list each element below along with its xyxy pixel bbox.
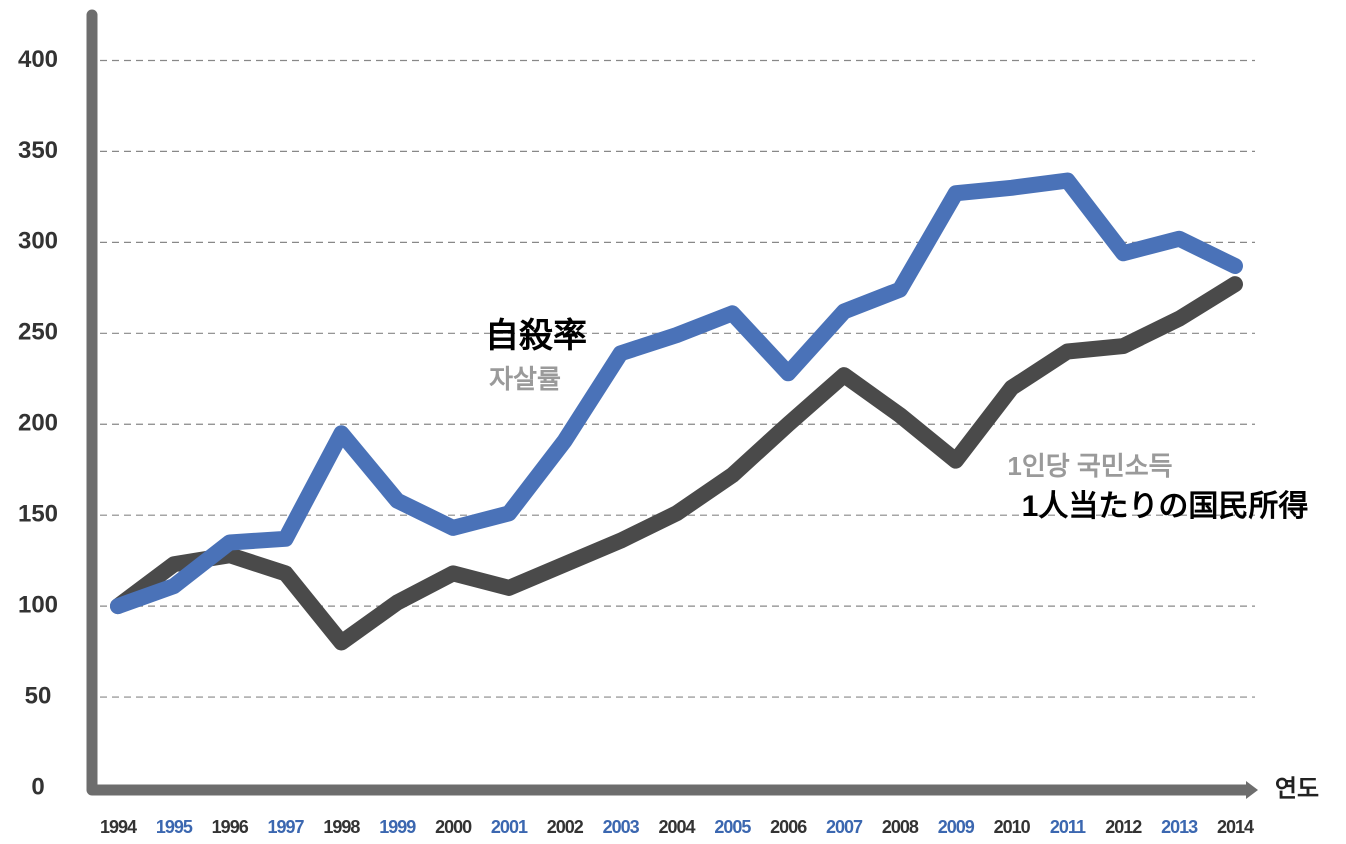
x-tick-label: 2012: [1105, 817, 1142, 837]
annotation: 1人当たりの国民所得: [1022, 490, 1309, 523]
x-tick-label: 2006: [770, 817, 807, 837]
x-tick-label: 1996: [212, 817, 249, 837]
lines: [110, 172, 1243, 651]
x-axis-arrow: [1246, 781, 1258, 799]
y-tick-label: 350: [18, 137, 58, 164]
series-label: 자살률: [489, 364, 561, 394]
x-tick-label: 2008: [882, 817, 919, 837]
x-tick-label: 2005: [714, 817, 751, 837]
x-tick-label: 2000: [435, 817, 472, 837]
x-tick-label: 2009: [938, 817, 975, 837]
x-tick-label: 2004: [658, 817, 695, 837]
x-tick-label: 2014: [1217, 817, 1254, 837]
x-tick-label: 2010: [994, 817, 1031, 837]
x-tick-label: 1999: [379, 817, 416, 837]
x-tick-label: 2002: [547, 817, 584, 837]
x-tick-label: 1995: [156, 817, 193, 837]
x-tick-label: 1994: [100, 817, 137, 837]
y-tick-label: 250: [18, 319, 58, 346]
annotation: 自殺率: [485, 317, 587, 355]
x-tick-label: 2003: [603, 817, 640, 837]
y-tick-label: 50: [25, 682, 52, 709]
y-tick-label: 400: [18, 46, 58, 73]
x-tick-label: 1998: [323, 817, 360, 837]
x-tick-label: 2007: [826, 817, 863, 837]
y-tick-label: 150: [18, 501, 58, 528]
x-axis-label: 연도: [1275, 775, 1319, 802]
series-label: 1인당 국민소득: [1007, 451, 1172, 481]
grid: [100, 59, 1255, 698]
y-tick-label: 200: [18, 410, 58, 437]
y-tick-label: 100: [18, 591, 58, 618]
x-tick-label: 2013: [1161, 817, 1198, 837]
x-tick-label: 1997: [268, 817, 305, 837]
series-line: [110, 172, 1243, 615]
x-tick-label: 2011: [1050, 817, 1086, 837]
x-tick-label: 2001: [491, 817, 528, 837]
y-tick-label: 300: [18, 228, 58, 255]
y-tick-label: 0: [31, 773, 44, 800]
series-line: [110, 276, 1243, 651]
